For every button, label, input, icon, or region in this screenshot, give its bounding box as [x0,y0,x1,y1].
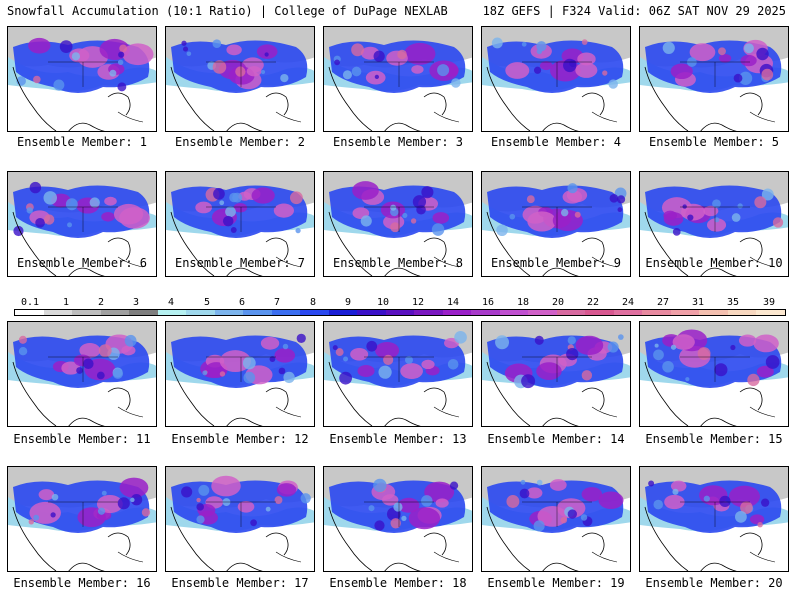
colorbar-tick-label: 4 [167,297,175,308]
ensemble-member-map [165,26,315,132]
ensemble-member-map [481,26,631,132]
colorbar-segment [670,310,700,315]
colorbar-segment [585,310,614,315]
ensemble-member-map [323,466,473,572]
colorbar-tick-label: 39 [762,297,776,308]
colorbar-segment [699,310,728,315]
colorbar-tick-label: 14 [446,297,460,308]
colorbar-tick-label: 7 [273,297,281,308]
ensemble-member-map [7,26,157,132]
ensemble-member-map [323,321,473,427]
colorbar-segment [100,310,130,315]
ensemble-member-map [323,26,473,132]
ensemble-member-label: Ensemble Member: 3 [332,135,464,149]
colorbar-tick-label: 31 [691,297,705,308]
ensemble-member-label: Ensemble Member: 17 [171,576,309,590]
colorbar-segment [613,310,643,315]
colorbar-segment [43,310,73,315]
ensemble-member-label: Ensemble Member: 18 [329,576,467,590]
colorbar-tick-label: 0.1 [20,297,40,308]
colorbar-segment [414,310,443,315]
ensemble-member-map [639,321,789,427]
colorbar-segment [499,310,529,315]
colorbar-segment [271,310,301,315]
colorbar-segment [556,310,586,315]
colorbar-tick-label: 18 [516,297,530,308]
colorbar-tick-label: 1 [62,297,70,308]
colorbar-tick-label: 10 [376,297,390,308]
ensemble-member-map [639,171,789,277]
ensemble-member-map [7,171,157,277]
colorbar-segment [756,310,785,315]
colorbar-segment [642,310,671,315]
ensemble-member-label: Ensemble Member: 2 [174,135,306,149]
colorbar-segment [385,310,415,315]
colorbar-tick-label: 27 [656,297,670,308]
ensemble-member-label: Ensemble Member: 19 [487,576,625,590]
ensemble-member-label: Ensemble Member: 1 [16,135,148,149]
colorbar-segment [528,310,557,315]
colorbar-segment [157,310,187,315]
ensemble-member-label: Ensemble Member: 4 [490,135,622,149]
ensemble-member-map [639,26,789,132]
chart-title: Snowfall Accumulation (10:1 Ratio) | Col… [7,4,448,18]
ensemble-member-map [165,171,315,277]
ensemble-member-label: Ensemble Member: 5 [648,135,780,149]
model-run-info: 18Z GEFS | F324 Valid: 06Z SAT NOV 29 20… [482,4,786,18]
colorbar-tick-label: 22 [586,297,600,308]
colorbar-tick-label: 8 [309,297,317,308]
ensemble-member-map [639,466,789,572]
ensemble-member-label: Ensemble Member: 13 [329,432,467,446]
colorbar-segment [72,310,101,315]
ensemble-member-label: Ensemble Member: 6 [16,256,148,270]
colorbar-tick-label: 24 [621,297,635,308]
colorbar-segment [471,310,500,315]
ensemble-member-map [165,321,315,427]
ensemble-member-label: Ensemble Member: 8 [332,256,464,270]
colorbar-segment [300,310,329,315]
colorbar-segment [186,310,215,315]
ensemble-member-label: Ensemble Member: 14 [487,432,625,446]
ensemble-member-label: Ensemble Member: 9 [490,256,622,270]
ensemble-member-map [165,466,315,572]
colorbar-tick-label: 35 [726,297,740,308]
colorbar-segment [129,310,158,315]
colorbar-segment [727,310,757,315]
colorbar-segment [15,310,44,315]
ensemble-member-label: Ensemble Member: 11 [13,432,151,446]
colorbar-tick-label: 9 [344,297,352,308]
colorbar-tick-label: 20 [551,297,565,308]
ensemble-member-map [7,321,157,427]
ensemble-member-map [481,171,631,277]
colorbar-tick-label: 16 [481,297,495,308]
colorbar-segment [243,310,272,315]
colorbar-segment [328,310,358,315]
ensemble-member-label: Ensemble Member: 15 [645,432,783,446]
colorbar-tick-label: 6 [238,297,246,308]
colorbar-tick-label: 3 [132,297,140,308]
colorbar-segment [442,310,472,315]
ensemble-member-map [7,466,157,572]
colorbar-tick-label: 5 [203,297,211,308]
colorbar-segment [357,310,386,315]
ensemble-member-label: Ensemble Member: 12 [171,432,309,446]
ensemble-member-label: Ensemble Member: 10 [645,256,783,270]
ensemble-member-map [481,321,631,427]
ensemble-member-map [323,171,473,277]
ensemble-member-map [481,466,631,572]
ensemble-member-label: Ensemble Member: 16 [13,576,151,590]
colorbar [14,309,786,316]
ensemble-member-label: Ensemble Member: 7 [174,256,306,270]
ensemble-member-label: Ensemble Member: 20 [645,576,783,590]
colorbar-segment [214,310,244,315]
colorbar-tick-label: 2 [97,297,105,308]
colorbar-tick-label: 12 [411,297,425,308]
